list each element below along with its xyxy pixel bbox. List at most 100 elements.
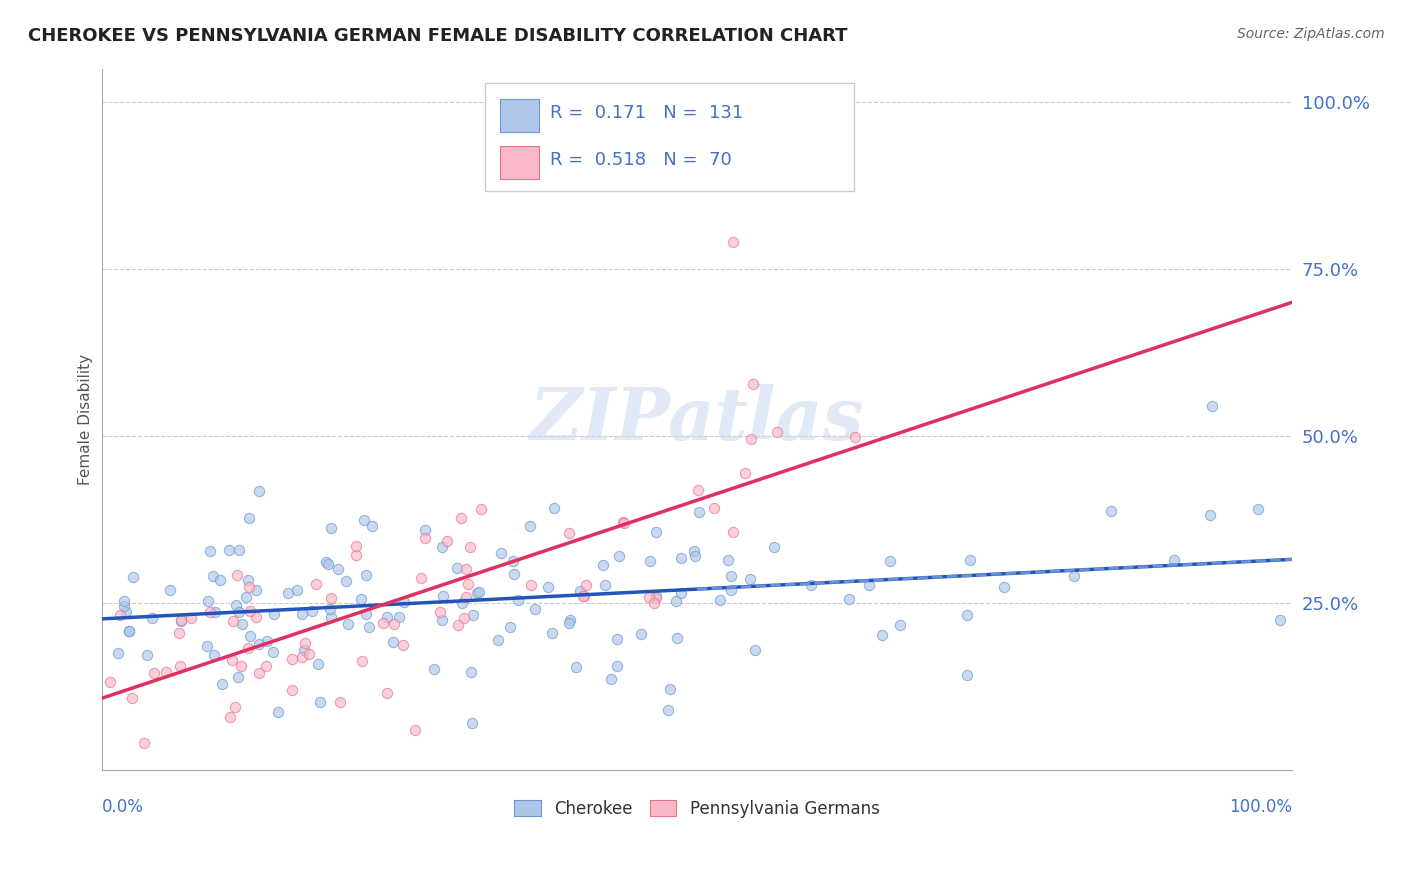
Point <box>503 567 526 582</box>
Point <box>200 605 222 619</box>
Point <box>506 593 529 607</box>
Point <box>721 235 744 250</box>
Point <box>879 554 901 568</box>
Point <box>239 604 262 618</box>
Point <box>645 524 668 539</box>
Point <box>607 549 630 563</box>
Point <box>291 649 314 664</box>
Point <box>222 615 245 629</box>
Point <box>354 568 377 582</box>
Point <box>592 558 614 572</box>
Point <box>800 578 823 592</box>
Point <box>142 665 165 680</box>
Text: ZIPatlas: ZIPatlas <box>530 384 863 455</box>
Point <box>107 646 129 660</box>
Point <box>256 633 278 648</box>
Point <box>613 516 636 530</box>
Point <box>350 654 373 668</box>
Point <box>202 648 225 662</box>
Point <box>218 709 240 723</box>
Point <box>238 574 260 588</box>
Point <box>465 586 488 600</box>
Point <box>231 617 253 632</box>
Point <box>1198 508 1220 522</box>
Point <box>744 643 766 657</box>
Point <box>669 586 692 600</box>
Point <box>740 572 762 586</box>
Point <box>229 658 252 673</box>
Point <box>499 620 522 634</box>
Point <box>703 501 725 516</box>
Point <box>630 627 652 641</box>
Point <box>298 647 321 661</box>
Point <box>112 599 135 614</box>
Point <box>638 554 661 568</box>
Point <box>108 608 131 623</box>
Point <box>720 582 742 597</box>
Point <box>558 615 581 630</box>
Text: R =  0.518   N =  70: R = 0.518 N = 70 <box>551 151 733 169</box>
Point <box>959 553 981 567</box>
Point <box>247 484 270 499</box>
Point <box>121 690 143 705</box>
Point <box>141 611 163 625</box>
Point <box>461 716 484 731</box>
Point <box>247 665 270 680</box>
Point <box>316 557 339 571</box>
Point <box>665 594 688 608</box>
Point <box>353 513 375 527</box>
Point <box>281 652 304 666</box>
Point <box>741 377 763 392</box>
Point <box>319 591 342 606</box>
Point <box>307 657 329 671</box>
Point <box>858 578 880 592</box>
Point <box>889 617 911 632</box>
Point <box>360 518 382 533</box>
Point <box>321 609 343 624</box>
Point <box>221 653 243 667</box>
Point <box>197 594 219 608</box>
Point <box>170 613 193 627</box>
Point <box>844 430 866 444</box>
Point <box>118 624 141 638</box>
Point <box>657 703 679 717</box>
Point <box>228 605 250 619</box>
Point <box>468 585 491 599</box>
Point <box>236 641 259 656</box>
Point <box>645 591 668 606</box>
Point <box>388 610 411 624</box>
Point <box>763 540 786 554</box>
Point <box>319 602 342 616</box>
Point <box>200 544 222 558</box>
Point <box>486 632 509 647</box>
Point <box>411 571 433 585</box>
Point <box>281 682 304 697</box>
Legend: Cherokee, Pennsylvania Germans: Cherokee, Pennsylvania Germans <box>508 794 886 825</box>
Point <box>155 665 177 679</box>
Point <box>709 593 731 607</box>
Point <box>1201 399 1223 413</box>
Point <box>344 539 367 553</box>
Point <box>245 582 267 597</box>
Point <box>717 552 740 566</box>
Point <box>558 526 581 541</box>
Point <box>301 604 323 618</box>
Point <box>463 607 485 622</box>
Point <box>540 625 562 640</box>
Point <box>294 636 316 650</box>
Point <box>337 617 360 632</box>
Point <box>644 589 666 603</box>
Point <box>350 592 373 607</box>
Point <box>600 672 623 686</box>
Point <box>117 624 139 638</box>
Text: CHEROKEE VS PENNSYLVANIA GERMAN FEMALE DISABILITY CORRELATION CHART: CHEROKEE VS PENNSYLVANIA GERMAN FEMALE D… <box>28 27 848 45</box>
Point <box>606 632 628 646</box>
Point <box>344 549 367 563</box>
Point <box>638 590 661 604</box>
Point <box>643 596 665 610</box>
Point <box>169 659 191 673</box>
Point <box>195 639 218 653</box>
Point <box>683 549 706 563</box>
Point <box>446 561 468 575</box>
Point <box>404 723 426 738</box>
